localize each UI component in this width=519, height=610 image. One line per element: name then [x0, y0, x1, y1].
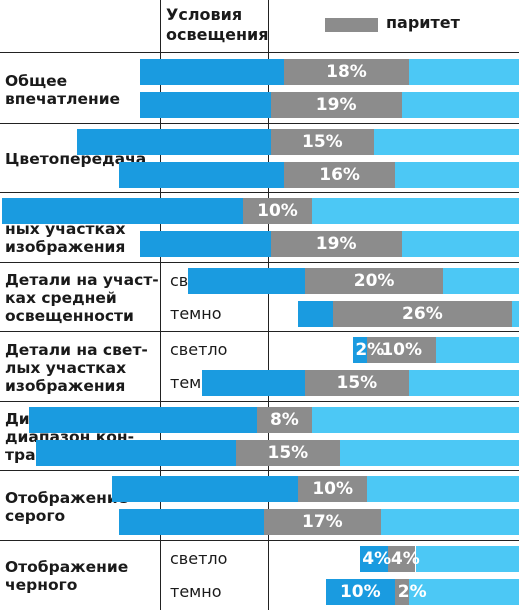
bar-segment-left	[118, 509, 264, 535]
group-divider	[0, 470, 519, 471]
bar-segment-parity	[332, 300, 513, 327]
parity-value-label: 15%	[267, 442, 309, 463]
bar-segment-left	[1, 198, 243, 224]
condition-column-header: Условия освещения	[166, 5, 269, 44]
criterion-label: Детали на свет- лых участках изображения	[5, 340, 148, 395]
bar-segment-right	[394, 161, 519, 188]
bar-segment-left	[111, 476, 299, 502]
bar-segment-parity	[243, 198, 312, 224]
legend-parity-label: паритет	[386, 13, 460, 32]
bar-segment-left	[325, 578, 395, 605]
bar-segment-parity	[284, 59, 409, 85]
parity-value-label: 17%	[301, 512, 343, 532]
criterion-label: Цветопередача	[5, 150, 147, 169]
parity-value-label: 20%	[353, 270, 395, 291]
criterion-label: Детали на участ- ках средней освещенност…	[5, 271, 159, 326]
parity-value-label: 2%	[397, 581, 427, 602]
bar-segment-left	[139, 92, 271, 118]
parity-value-label: 18%	[326, 62, 367, 82]
parity-value-label: 10%	[381, 340, 423, 360]
criterion-label: Отображение серого	[5, 488, 129, 525]
bar-segment-parity	[305, 370, 409, 396]
criterion-label: Общее впечатление	[5, 71, 121, 108]
bar-segment-parity	[394, 578, 409, 605]
column-divider	[160, 0, 161, 610]
criterion-label: Отображение черного	[5, 558, 129, 595]
bar-segment-right	[381, 509, 519, 535]
parity-value-label: 8%	[269, 409, 299, 430]
condition-label: светло	[170, 548, 228, 568]
bar-segment-parity	[270, 128, 375, 155]
condition-label: темно	[170, 303, 222, 323]
group-divider	[0, 400, 519, 402]
bar-segment-parity	[263, 509, 381, 535]
column-divider	[268, 0, 269, 610]
bar-segment-right	[408, 578, 519, 605]
bar-segment-right	[436, 337, 519, 363]
bar-segment-left	[187, 267, 306, 294]
bar-segment-parity	[236, 439, 340, 466]
bar-segment-right	[443, 267, 519, 294]
bar-segment-right	[367, 476, 519, 502]
bar-segment-left	[360, 545, 388, 572]
group-divider	[0, 539, 519, 541]
condition-label: темно	[170, 581, 222, 601]
bar-segment-left	[298, 300, 333, 327]
condition-label: светло	[170, 340, 228, 359]
bar-segment-right	[374, 128, 519, 155]
bar-segment-parity	[284, 161, 395, 188]
parity-value-label: 16%	[319, 164, 360, 185]
header-divider	[0, 52, 519, 53]
bar-segment-right	[401, 231, 519, 257]
bar-segment-left	[118, 161, 285, 188]
bar-segment-right	[401, 92, 519, 118]
legend-parity-swatch	[325, 18, 378, 32]
parity-value-label: 15%	[301, 131, 343, 152]
bar-segment-left	[29, 406, 257, 433]
group-divider	[0, 192, 519, 193]
parity-value-label: 4%	[390, 548, 420, 569]
bar-segment-right	[312, 198, 519, 224]
group-divider	[0, 331, 519, 332]
group-divider	[0, 122, 519, 124]
bar-segment-right	[408, 59, 519, 85]
bar-segment-left	[353, 337, 368, 363]
bar-segment-parity	[305, 267, 444, 294]
left-value-label: 4%	[362, 548, 392, 569]
parity-value-label: 10%	[257, 201, 298, 221]
group-divider	[0, 261, 519, 263]
parity-value-label: 15%	[336, 373, 378, 393]
bar-segment-parity	[270, 231, 402, 257]
parity-value-label: 26%	[402, 303, 443, 324]
bar-segment-right	[415, 545, 519, 572]
bar-segment-parity	[367, 337, 437, 363]
left-value-label: 2%	[355, 340, 385, 360]
parity-value-label: 19%	[315, 234, 357, 254]
bar-segment-left	[139, 59, 285, 85]
bar-segment-left	[201, 370, 306, 396]
bar-segment-left	[36, 439, 237, 466]
bar-segment-right	[312, 406, 519, 433]
parity-value-label: 19%	[315, 95, 357, 115]
bar-segment-right	[512, 300, 519, 327]
bar-segment-right	[339, 439, 519, 466]
bar-segment-parity	[298, 476, 368, 502]
bar-segment-parity	[387, 545, 416, 572]
bar-segment-right	[408, 370, 519, 396]
left-value-label: 10%	[339, 581, 381, 602]
bar-segment-left	[77, 128, 271, 155]
bar-segment-left	[139, 231, 271, 257]
bar-segment-parity	[270, 92, 402, 118]
parity-value-label: 10%	[312, 479, 354, 499]
bar-segment-parity	[256, 406, 312, 433]
